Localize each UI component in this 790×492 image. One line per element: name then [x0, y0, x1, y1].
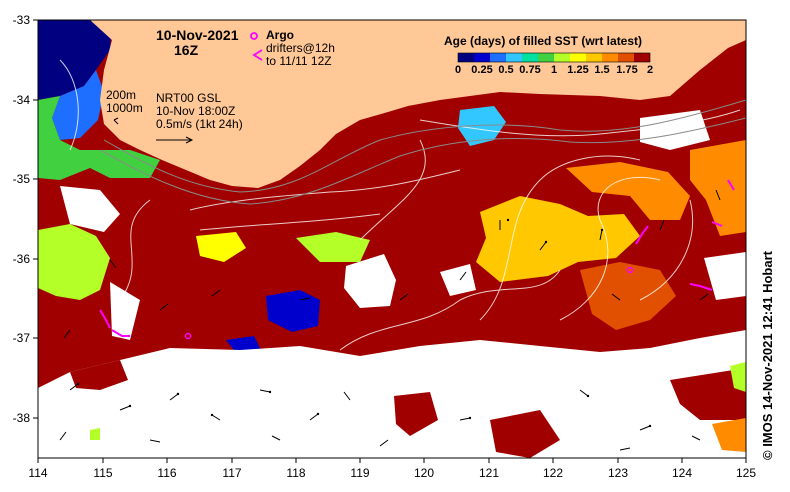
age-region-mid-2: [296, 232, 370, 262]
age-region-mid: [38, 224, 110, 300]
current-streamlines: [59, 59, 741, 351]
lat-label-34: -34: [12, 93, 30, 107]
map-date: 10-Nov-2021: [156, 27, 239, 43]
argo-legend-icon: [250, 32, 258, 40]
lon-label-118: 118: [286, 466, 306, 480]
isobath-label-200m: 200m: [106, 88, 137, 102]
colorbar-swatch-6: [554, 53, 570, 62]
colorbar-swatch-9: [602, 53, 618, 62]
colorbar-swatch-1: [474, 53, 490, 62]
lon-label-124: 124: [671, 466, 693, 480]
old-data-patch-south-3: [490, 410, 560, 458]
vector-scale-label: 0.5m/s (1kt 24h): [156, 117, 243, 131]
colorbar-swatch-5: [538, 53, 554, 62]
lat-label-36: -36: [12, 252, 30, 266]
no-data-south: [38, 330, 746, 458]
colorbar-swatch-4: [522, 53, 538, 62]
age-region-high-4: [580, 262, 676, 330]
no-data-patch-5: [640, 110, 710, 150]
drifters-legend-line2: to 11/11 12Z: [266, 54, 332, 68]
lon-label-117: 117: [222, 466, 242, 480]
colorbar-swatch-2: [490, 53, 506, 62]
colorbar-swatch-11: [634, 53, 650, 62]
old-data-patch-south-4: [670, 368, 746, 420]
colorbar-tick-2: 0.5: [498, 64, 514, 76]
lon-label-116: 116: [157, 466, 177, 480]
argo-floats: [184, 266, 634, 340]
old-data-patch-south-2: [394, 392, 438, 436]
colorbar-tick-6: 1.5: [594, 64, 610, 76]
colorbar-swatch-8: [586, 53, 602, 62]
age-region-low-2: [458, 106, 506, 146]
lat-label-33: -33: [12, 13, 30, 27]
map-time: 16Z: [174, 42, 199, 58]
no-data-patch-2: [110, 282, 140, 340]
lat-label-35: -35: [12, 172, 30, 186]
lat-label-38: -38: [12, 411, 30, 425]
colorbar-swatch-10: [618, 53, 634, 62]
colorbar-tick-5: 1.25: [567, 64, 589, 76]
lat-label-37: -37: [12, 331, 30, 345]
newer-data-patch-south: [712, 418, 746, 452]
colorbar-swatch-3: [506, 53, 522, 62]
colorbar-swatch-0: [458, 53, 474, 62]
colorbar-tick-8: 2: [646, 64, 654, 76]
colorbar: [457, 52, 651, 63]
colorbar-tick-4: 1: [550, 64, 558, 76]
lon-label-125: 125: [735, 466, 757, 480]
colorbar-tick-0: 0: [454, 64, 462, 76]
drifters-legend-line1: drifters@12h: [266, 41, 335, 55]
lon-label-120: 120: [413, 466, 435, 480]
no-data-patch-3: [344, 254, 396, 308]
product-name: NRT00 GSL: [156, 91, 222, 105]
lon-label-122: 122: [542, 466, 564, 480]
age-region-lowest: [38, 20, 112, 100]
map-panel: [38, 20, 746, 458]
colorbar-tick-7: 1.75: [616, 64, 638, 76]
argo-legend-label: Argo: [266, 28, 294, 42]
drifter-tracks: [99, 179, 735, 337]
isobaths: [99, 99, 746, 205]
old-data-patch-south-1: [70, 360, 128, 390]
colorbar-tick-1: 0.25: [471, 64, 493, 76]
drifter-legend-icon: [252, 49, 263, 61]
lon-label-114: 114: [28, 466, 48, 480]
map-frame: [37, 19, 747, 459]
lime-patch-south: [90, 428, 100, 440]
colorbar-swatch-7: [570, 53, 586, 62]
no-data-patch-6: [704, 252, 746, 300]
lon-label-119: 119: [350, 466, 370, 480]
product-time: 10-Nov 18:00Z: [156, 104, 236, 118]
colorbar-tick-3: 0.75: [519, 64, 541, 76]
vector-scale-arrow: [113, 117, 194, 144]
isobath-label-1000m: 1000m: [106, 101, 143, 115]
no-data-patch-4: [440, 264, 476, 296]
no-data-patch-1: [60, 186, 120, 232]
current-vectors: [59, 189, 721, 451]
age-region-low-mid: [38, 96, 160, 180]
colorbar-frame: [457, 52, 651, 63]
colorbar-title: Age (days) of filled SST (wrt latest): [444, 34, 643, 48]
lon-label-121: 121: [478, 466, 500, 480]
age-region-mid-3: [196, 232, 246, 262]
lon-label-115: 115: [93, 466, 113, 480]
age-region-high-2: [566, 162, 690, 220]
lime-patch-east: [730, 362, 746, 392]
lon-label-123: 123: [607, 466, 629, 480]
axis-ticks: [33, 19, 747, 463]
age-region-low-3: [266, 290, 320, 332]
age-region-high-3: [690, 140, 746, 236]
current-vector-heads: [76, 218, 652, 428]
credit-text: © IMOS 14-Nov-2021 12:41 Hobart: [760, 251, 775, 460]
